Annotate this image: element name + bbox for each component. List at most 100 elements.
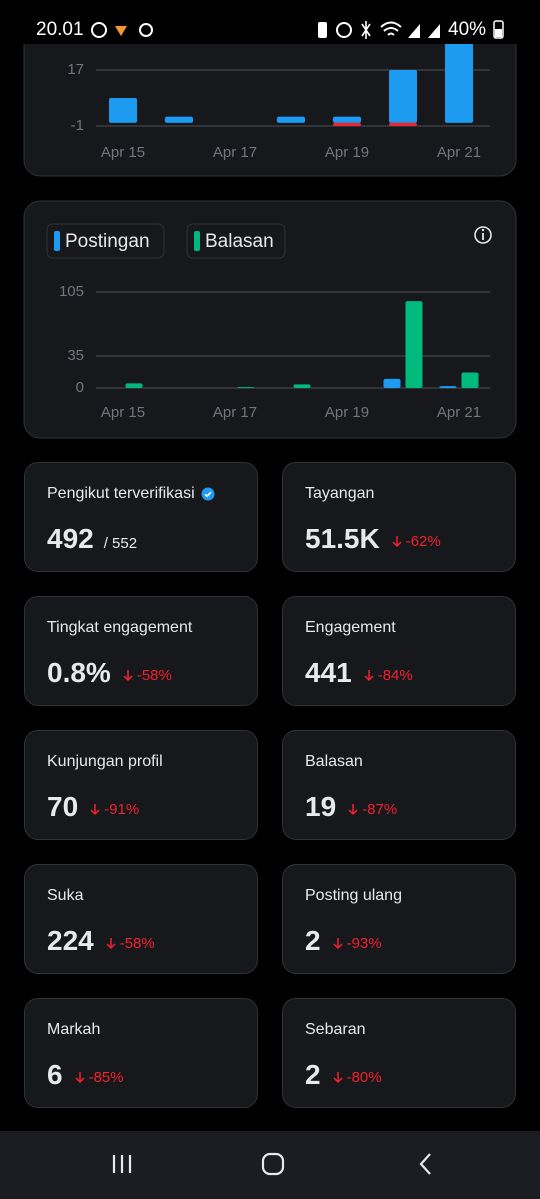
navigation-bar [0, 1131, 540, 1199]
bar [389, 70, 417, 123]
metric-label: Kunjungan profil [47, 753, 163, 770]
metric-card: Balasan 19 -87% [282, 730, 516, 840]
metric-value-row: 19 -87% [305, 791, 397, 823]
legend-chip[interactable] [186, 223, 286, 259]
metric-label-row: Kunjungan profil [47, 753, 163, 771]
time: 20.01 [36, 19, 84, 40]
metric-change: -84% [377, 666, 413, 684]
metric-label-row: Pengikut terverifikasi [47, 485, 215, 503]
legend-label: Postingan [65, 231, 150, 252]
metric-value: 441 [305, 657, 352, 688]
y-tick-label: 35 [67, 347, 84, 364]
metric-value: 224 [47, 925, 94, 956]
metric-label: Pengikut terverifikasi [47, 485, 195, 502]
bar [293, 384, 311, 388]
metric-value-row: 492 / 552 [47, 523, 137, 555]
metric-card: Engagement 441 -84% [282, 596, 516, 706]
metric-card: Suka 224 -58% [24, 864, 258, 974]
metric-total: / 552 [103, 535, 138, 552]
metric-label-row: Markah [47, 1021, 100, 1039]
battery-level: 40% [448, 19, 486, 40]
metric-value: 6 [47, 1059, 63, 1090]
metric-card: Tingkat engagement 0.8% -58% [24, 596, 258, 706]
metric-value-row: 441 -84% [305, 657, 413, 689]
metric-change-row: -85% [73, 1069, 124, 1086]
legend-swatch [54, 231, 60, 251]
metric-label-row: Tingkat engagement [47, 619, 192, 637]
metric-value-row: 2 -80% [305, 1059, 382, 1091]
metric-change-row: -91% [88, 801, 139, 818]
metric-change: -85% [88, 1068, 124, 1086]
metric-change: -80% [346, 1068, 382, 1086]
down-arrow [106, 938, 116, 950]
y-tick-label: 17 [67, 61, 84, 78]
metric-label: Tayangan [305, 485, 375, 502]
bar [445, 38, 473, 123]
bar [439, 386, 457, 388]
metric-value-row: 0.8% -58% [47, 657, 172, 689]
x-tick-label: Apr 15 [101, 404, 145, 421]
metric-value: 2 [305, 925, 321, 956]
bar [165, 116, 193, 123]
metric-label: Markah [47, 1021, 101, 1038]
metric-card: Sebaran 2 -80% [282, 998, 516, 1108]
down-arrow [123, 670, 133, 682]
down-arrow [333, 1072, 343, 1084]
metric-change: -58% [119, 934, 155, 952]
bar [333, 116, 361, 123]
metric-value-row: 70 -91% [47, 791, 139, 823]
metric-label: Suka [47, 887, 84, 904]
down-arrow [90, 804, 100, 816]
metric-label-row: Tayangan [305, 485, 374, 503]
down-arrow [333, 938, 343, 950]
bar [237, 387, 255, 388]
y-tick-label: -1 [71, 117, 84, 134]
down-arrow [392, 536, 402, 548]
x-tick-label: Apr 21 [437, 144, 481, 161]
metric-change: -93% [346, 934, 382, 952]
metric-value: 492 [47, 523, 94, 554]
metric-card: Tayangan 51.5K -62% [282, 462, 516, 572]
bar [405, 301, 423, 388]
legend-chip[interactable] [46, 223, 165, 259]
metric-label-row: Balasan [305, 753, 363, 771]
metric-card: Posting ulang 2 -93% [282, 864, 516, 974]
x-tick-label: Apr 15 [101, 144, 145, 161]
metric-value: 51.5K [305, 523, 380, 554]
bar [461, 372, 479, 388]
metric-label-row: Engagement [305, 619, 396, 637]
legend-label: Balasan [205, 231, 274, 252]
legend: Postingan Balasan [46, 223, 286, 259]
metric-change-row: -80% [331, 1069, 382, 1086]
metric-change: -62% [405, 532, 441, 550]
metric-value-row: 2 -93% [305, 925, 382, 957]
y-tick-label: 105 [59, 283, 84, 300]
metric-label-row: Suka [47, 887, 83, 905]
metric-value-row: 6 -85% [47, 1059, 124, 1091]
status-bar: 20.01 40% [0, 0, 540, 44]
metric-label: Tingkat engagement [47, 619, 193, 636]
down-arrow [364, 670, 374, 682]
legend-swatch [194, 231, 200, 251]
metric-label: Balasan [305, 753, 363, 770]
bar [277, 116, 305, 123]
metric-card: Pengikut terverifikasi 492 / 552 [24, 462, 258, 572]
bar [109, 98, 137, 123]
metric-value: 0.8% [47, 657, 111, 688]
bar [125, 383, 143, 388]
metric-value: 70 [47, 791, 79, 822]
metric-change: -91% [104, 800, 140, 818]
recent-apps-button[interactable] [112, 1155, 132, 1173]
info-icon[interactable] [474, 226, 492, 244]
metric-card: Kunjungan profil 70 -91% [24, 730, 258, 840]
down-arrow [348, 804, 358, 816]
metric-change: -58% [136, 666, 172, 684]
bar [383, 378, 401, 388]
charts: Postingan Balasan 17 -1 Apr 15 Apr 17 Apr 19… [23, 0, 517, 439]
back-button[interactable] [419, 1153, 431, 1175]
x-tick-label: Apr 17 [213, 144, 257, 161]
status-icons: 20.01 40% [36, 19, 504, 40]
metric-change-row: -58% [104, 935, 155, 952]
home-button[interactable] [261, 1152, 285, 1176]
